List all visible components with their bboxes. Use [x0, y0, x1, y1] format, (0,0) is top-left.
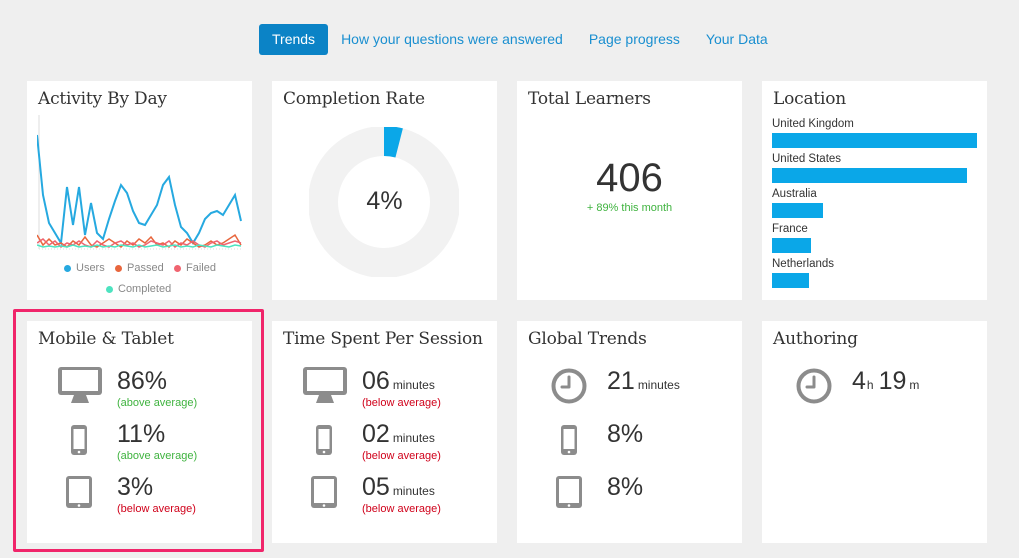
tablet-time-note: (below average): [362, 503, 441, 515]
card-title: Mobile & Tablet: [38, 329, 174, 349]
completion-arc: [309, 127, 459, 277]
phone-time: 02 minutes: [362, 420, 435, 449]
tablet-time-value: 05: [362, 473, 390, 501]
tab-your-data[interactable]: Your Data: [705, 31, 768, 47]
activity-chart: [37, 115, 243, 250]
tablet-time: 05 minutes: [362, 473, 435, 502]
phone-share-value: 11%: [117, 420, 166, 448]
time-unit: minutes: [392, 378, 435, 392]
location-card: Location United Kingdom United States Au…: [762, 81, 987, 300]
legend-dot: [115, 264, 122, 272]
tab-bar: Trends How your questions were answered …: [259, 24, 781, 55]
legend-label: Users: [76, 262, 105, 274]
authoring-hours: 4: [852, 367, 866, 395]
country-label: France: [772, 223, 808, 235]
clock-icon: [796, 368, 832, 404]
authoring-time: 4h 19 m: [852, 367, 919, 396]
card-title: Time Spent Per Session: [283, 329, 483, 349]
legend-label: Failed: [186, 262, 216, 274]
country-label: Australia: [772, 188, 817, 200]
selection-highlight: [13, 309, 264, 552]
desktop-time-note: (below average): [362, 397, 441, 409]
country-bar: [772, 238, 811, 253]
tablet-icon: [66, 476, 92, 508]
country-label: United Kingdom: [772, 118, 854, 130]
learners-card: Total Learners 406 + 89% this month: [517, 81, 742, 300]
country-label: Netherlands: [772, 258, 835, 270]
clock-icon: [551, 368, 587, 404]
desktop-note: (above average): [117, 397, 198, 409]
completion-donut: [309, 127, 459, 277]
phone-icon: [561, 425, 577, 455]
activity-card: Activity By Day Users Passed Failed Comp…: [27, 81, 252, 300]
legend-completed: Completed: [106, 283, 171, 295]
series-passed-line: [37, 233, 242, 248]
completion-value: 4%: [366, 187, 403, 215]
tab-page-progress[interactable]: Page progress: [588, 31, 680, 47]
time-unit: minutes: [637, 378, 680, 392]
tablet-icon: [556, 476, 582, 508]
phone-time-value: 02: [362, 420, 390, 448]
authoring-minutes: 19: [878, 367, 907, 395]
global-trends-card: Global Trends 21 minutes 8% 8%: [517, 321, 742, 543]
card-title: Activity By Day: [38, 89, 167, 109]
desktop-time: 06 minutes: [362, 367, 435, 396]
desktop-share-value: 86%: [117, 367, 168, 395]
legend-label: Passed: [127, 262, 164, 274]
desktop-time-value: 06: [362, 367, 390, 395]
time-unit: minutes: [392, 431, 435, 445]
phone-note: (above average): [117, 450, 198, 462]
card-title: Location: [773, 89, 847, 109]
tablet-note: (below average): [117, 503, 196, 515]
time-per-session-card: Time Spent Per Session 06 minutes (below …: [272, 321, 497, 543]
total-learners-value: 406: [596, 156, 663, 200]
completion-card: Completion Rate 4%: [272, 81, 497, 300]
country-bar: [772, 133, 977, 148]
global-tablet-value: 8%: [607, 473, 644, 501]
desktop-icon: [58, 367, 102, 403]
series-completed-line: [37, 244, 242, 248]
learners-change: + 89% this month: [586, 202, 673, 214]
legend-dot: [106, 285, 113, 293]
legend-dot: [64, 264, 71, 272]
authoring-card: Authoring 4h 19 m: [762, 321, 987, 543]
card-title: Total Learners: [528, 89, 651, 109]
legend-users: Users: [64, 262, 105, 274]
desktop-icon: [303, 367, 347, 403]
time-unit: minutes: [392, 484, 435, 498]
legend-dot: [174, 264, 181, 272]
minutes-unit: m: [909, 378, 920, 392]
legend-passed: Passed: [115, 262, 164, 274]
tablet-icon: [311, 476, 337, 508]
card-title: Global Trends: [528, 329, 647, 349]
mobile-tablet-card: Mobile & Tablet 86% (above average) 11% …: [27, 321, 252, 543]
global-time: 21 minutes: [607, 367, 680, 396]
phone-time-note: (below average): [362, 450, 441, 462]
card-title: Completion Rate: [283, 89, 425, 109]
tab-trends[interactable]: Trends: [259, 24, 329, 55]
series-users-line: [37, 134, 242, 247]
country-bar: [772, 203, 823, 218]
tablet-share-value: 3%: [117, 473, 154, 501]
hours-unit: h: [866, 378, 874, 392]
country-label: United States: [772, 153, 842, 165]
global-time-value: 21: [607, 367, 635, 395]
legend-label: Completed: [118, 283, 172, 295]
card-title: Authoring: [773, 329, 858, 349]
phone-icon: [71, 425, 87, 455]
legend-failed: Failed: [174, 262, 216, 274]
phone-icon: [316, 425, 332, 455]
tab-questions[interactable]: How your questions were answered: [341, 31, 563, 47]
country-bar: [772, 168, 967, 183]
global-phone-value: 8%: [607, 420, 644, 448]
country-bar: [772, 273, 809, 288]
